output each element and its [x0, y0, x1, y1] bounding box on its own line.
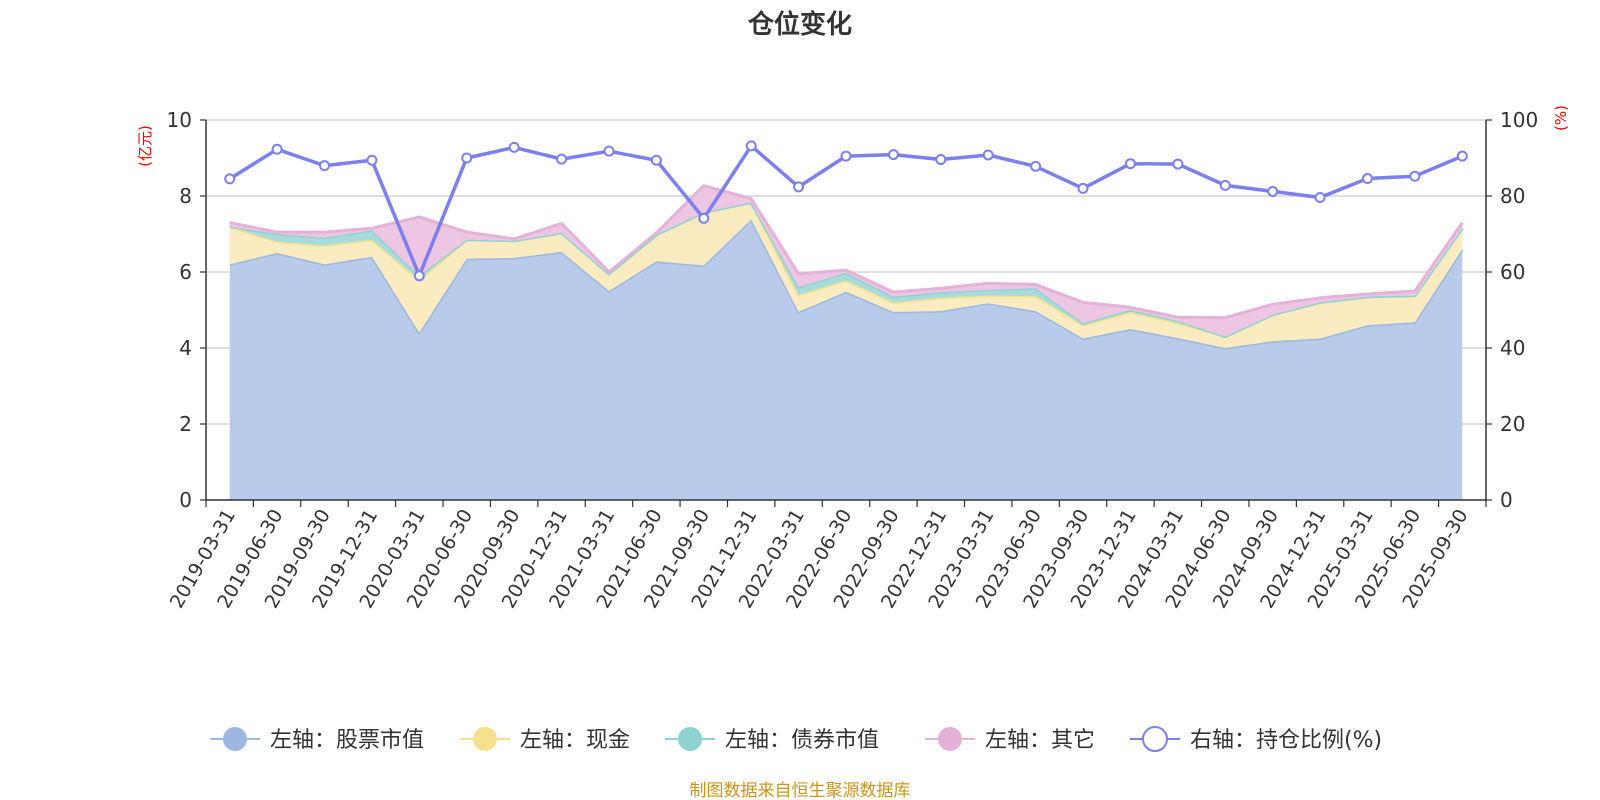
- legend-label-0[interactable]: 左轴：股票市值: [270, 728, 424, 753]
- left-tick-label: 4: [179, 336, 192, 360]
- right-tick-label: 40: [1500, 336, 1525, 360]
- left-axis-unit: (亿元): [136, 125, 154, 167]
- area-line-3: [229, 184, 1464, 320]
- legend-marker-1[interactable]: [473, 727, 497, 751]
- ratio-point[interactable]: [556, 153, 568, 165]
- ratio-point[interactable]: [840, 150, 852, 162]
- ratio-point[interactable]: [319, 160, 331, 172]
- ratio-point[interactable]: [1077, 182, 1089, 194]
- ratio-point[interactable]: [935, 154, 947, 166]
- ratio-point[interactable]: [887, 149, 899, 161]
- legend-label-2[interactable]: 左轴：债券市值: [725, 728, 879, 753]
- ratio-point[interactable]: [1172, 158, 1184, 170]
- left-tick-label: 8: [179, 184, 192, 208]
- ratio-point[interactable]: [1314, 192, 1326, 204]
- ratio-point[interactable]: [1219, 179, 1231, 191]
- right-axis-unit: (%): [1552, 105, 1570, 131]
- ratio-point[interactable]: [1124, 158, 1136, 170]
- ratio-point[interactable]: [603, 145, 615, 157]
- legend-label-1[interactable]: 左轴：现金: [520, 728, 630, 753]
- area-series-layer: [229, 184, 1464, 500]
- legend-label-3[interactable]: 左轴：其它: [985, 728, 1095, 753]
- ratio-point[interactable]: [461, 152, 473, 164]
- left-tick-label: 6: [179, 260, 192, 284]
- ratio-point[interactable]: [1267, 185, 1279, 197]
- ratio-point[interactable]: [793, 181, 805, 193]
- left-tick-label: 2: [179, 412, 192, 436]
- legend-label-4[interactable]: 右轴：持仓比例(%): [1190, 728, 1382, 753]
- area-fill-1: [229, 202, 1463, 348]
- right-tick-label: 100: [1500, 108, 1538, 132]
- ratio-point[interactable]: [650, 154, 662, 166]
- line-series-layer: [224, 140, 1468, 282]
- ratio-point[interactable]: [745, 140, 757, 152]
- right-tick-label: 0: [1500, 488, 1513, 512]
- ratio-point[interactable]: [1361, 173, 1373, 185]
- ratio-point[interactable]: [698, 212, 710, 224]
- data-source-footer: 制图数据来自恒生聚源数据库: [690, 781, 911, 800]
- ratio-point[interactable]: [982, 149, 994, 161]
- left-tick-label: 10: [167, 108, 192, 132]
- axes-layer: [200, 119, 1492, 507]
- ratio-point[interactable]: [1409, 170, 1421, 182]
- ratio-point[interactable]: [1456, 150, 1468, 162]
- right-tick-label: 60: [1500, 260, 1525, 284]
- area-fill-0: [229, 219, 1463, 500]
- legend-marker-3[interactable]: [938, 727, 962, 751]
- ratio-point[interactable]: [1030, 160, 1042, 172]
- legend-marker-0[interactable]: [223, 727, 247, 751]
- left-tick-label: 0: [179, 488, 192, 512]
- ratio-point[interactable]: [413, 270, 425, 282]
- ratio-point[interactable]: [224, 173, 236, 185]
- ratio-point[interactable]: [508, 141, 520, 153]
- legend-marker-4[interactable]: [1142, 726, 1168, 752]
- ratio-point[interactable]: [366, 154, 378, 166]
- ratio-point[interactable]: [271, 143, 283, 155]
- right-tick-label: 20: [1500, 412, 1525, 436]
- right-tick-label: 80: [1500, 184, 1525, 208]
- chart-title: 仓位变化: [747, 9, 852, 40]
- legend: 左轴：股票市值 左轴：现金 左轴：债券市值 左轴：其它 右轴：持仓比例(%): [210, 726, 1382, 753]
- legend-marker-2[interactable]: [678, 727, 702, 751]
